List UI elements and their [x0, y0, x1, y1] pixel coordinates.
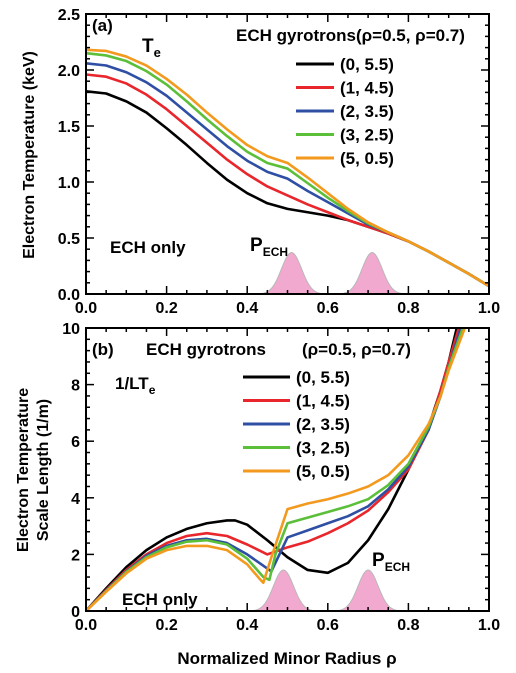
pech-subscript: ECH [385, 560, 410, 574]
x-tick-label: 0.8 [397, 300, 419, 317]
y-tick-label: 4 [71, 491, 80, 508]
legend-entry-5: (5, 0.5) [296, 462, 350, 481]
x-axis-label: Normalized Minor Radius ρ [177, 649, 396, 668]
y-tick-label: 10 [62, 321, 80, 338]
scale-length-series-lines [86, 328, 467, 611]
quantity-subscript: e [149, 383, 156, 397]
y-axis-label-line2: Scale Length (1/m) [35, 399, 52, 541]
x-tick-label: 0.6 [317, 617, 339, 634]
y-axis-label-line1: Electron Temperature [15, 388, 32, 552]
pech-label: PECH [372, 550, 410, 574]
ech-deposition-profiles [252, 569, 399, 612]
y-tick-label: 8 [71, 378, 80, 395]
x-tick-label: 0.2 [155, 617, 177, 634]
ech-deposition-peak-2 [337, 569, 399, 612]
x-tick-label: 0.4 [236, 300, 258, 317]
temperature-series-lines [86, 48, 489, 288]
series-line-4 [86, 328, 465, 611]
legend-entry-4: (3, 2.5) [296, 439, 350, 458]
y-tick-label: 0.5 [58, 231, 80, 248]
ech-only-label: ECH only [110, 238, 186, 257]
panel-a-temperature: 0.0 0.5 1.0 1.5 2.0 2.5 0.0 0.2 0.4 0.6 0.8 1.0 (a… [21, 7, 500, 317]
pech-symbol: P [250, 235, 263, 256]
ech-only-label: ECH only [122, 590, 198, 609]
legend-entry-3: (2, 3.5) [340, 102, 394, 121]
y-tick-label: 2.0 [58, 63, 80, 80]
legend-entry-1: (0, 5.5) [296, 368, 350, 387]
quantity-symbol: 1/LT [115, 374, 149, 393]
legend-title: ECH gyrotrons [236, 26, 356, 45]
y-tick-label: 1.0 [58, 175, 80, 192]
y-tick-label: 2.5 [58, 7, 80, 24]
legend-entry-1: (0, 5.5) [340, 55, 394, 74]
x-tick-labels: 0.0 0.2 0.4 0.6 0.8 1.0 [75, 300, 500, 317]
quantity-label: Te [142, 36, 161, 60]
x-tick-label: 0.0 [75, 617, 97, 634]
y-axis-label: Electron Temperature (keV) [21, 51, 38, 259]
legend-title: ECH gyrotrons [146, 340, 266, 359]
x-tick-label: 0.2 [155, 300, 177, 317]
x-tick-labels: 0.0 0.2 0.4 0.6 0.8 1.0 [75, 617, 500, 634]
legend-header: (ρ=0.5, ρ=0.7) [356, 26, 465, 45]
y-tick-labels: 0 2 4 6 8 10 [62, 321, 80, 621]
legend-entry-2: (1, 4.5) [296, 392, 350, 411]
series-line-5 [86, 328, 467, 611]
series-line-5 [86, 48, 489, 288]
legend: (0, 5.5) (1, 4.5) (2, 3.5) (3, 2.5) (5, 0.5) [243, 368, 350, 481]
x-tick-label: 0.8 [397, 617, 419, 634]
legend-header: (ρ=0.5, ρ=0.7) [302, 340, 411, 359]
pech-symbol: P [372, 550, 385, 571]
axis-ticks [85, 13, 490, 295]
quantity-label: 1/LTe [115, 374, 156, 397]
legend-entry-4: (3, 2.5) [340, 126, 394, 145]
y-tick-label: 0 [71, 604, 80, 621]
legend-entry-2: (1, 4.5) [340, 79, 394, 98]
x-tick-label: 0.6 [317, 300, 339, 317]
x-tick-label: 0.0 [75, 300, 97, 317]
x-tick-label: 0.4 [236, 617, 258, 634]
y-tick-label: 1.5 [58, 119, 80, 136]
ech-deposition-profiles [260, 252, 403, 295]
legend: (0, 5.5) (1, 4.5) (2, 3.5) (3, 2.5) (5, 0.5) [296, 55, 394, 168]
panel-label: (a) [92, 16, 113, 35]
y-tick-label: 2 [71, 547, 80, 564]
legend-entry-5: (5, 0.5) [340, 149, 394, 168]
ech-deposition-peak-1 [252, 569, 315, 612]
x-tick-label: 1.0 [478, 617, 500, 634]
quantity-subscript: e [154, 45, 161, 60]
y-tick-labels: 0.0 0.5 1.0 1.5 2.0 2.5 [58, 7, 80, 304]
ech-deposition-peak-1 [260, 252, 323, 295]
y-tick-label: 6 [71, 434, 80, 451]
legend-entry-3: (2, 3.5) [296, 415, 350, 434]
axis-ticks [85, 327, 490, 612]
y-tick-label: 0.0 [58, 287, 80, 304]
panel-b-scale-length: 0 2 4 6 8 10 0.0 0.2 0.4 0.6 0.8 1.0 (b) 1/LTe ECH… [15, 321, 500, 668]
x-tick-label: 1.0 [478, 300, 500, 317]
ech-deposition-peak-2 [341, 252, 403, 295]
quantity-symbol: T [142, 36, 154, 57]
pech-subscript: ECH [263, 245, 288, 259]
panel-label: (b) [92, 340, 114, 359]
pech-label: PECH [250, 235, 288, 259]
